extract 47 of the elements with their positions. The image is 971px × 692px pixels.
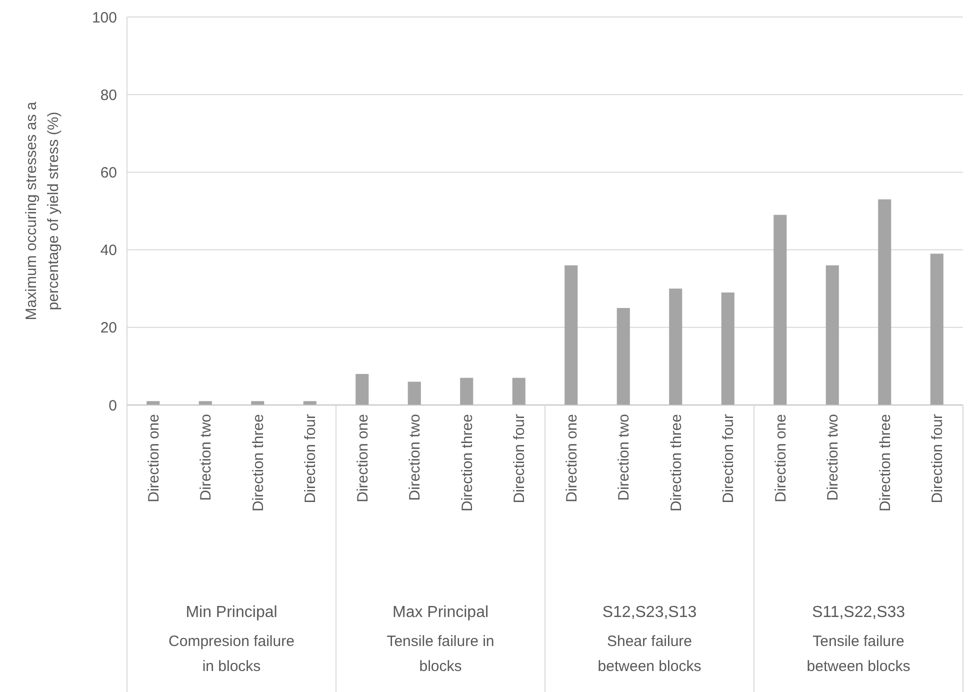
x-tick-label: Direction two — [198, 414, 215, 501]
text: S12,S23,S13 — [602, 604, 697, 621]
bar — [930, 254, 944, 405]
x-tick-label: Direction three — [876, 414, 894, 512]
bar — [356, 374, 369, 405]
x-tick-label: Direction one — [354, 414, 372, 502]
y-tick-label: 100 — [92, 9, 117, 26]
x-tick-label: Direction three — [458, 414, 476, 512]
y-tick-label: 80 — [100, 86, 117, 104]
bar — [721, 292, 734, 405]
x-tick-label: Direction four — [302, 414, 320, 504]
text: S11,S22,S33 — [812, 604, 906, 621]
y-tick-label: 40 — [100, 242, 117, 260]
bar — [408, 382, 421, 405]
x-tick-label: Direction two — [616, 414, 633, 501]
bar — [303, 401, 316, 405]
bar — [146, 401, 160, 405]
x-tick-label: Direction two — [406, 414, 424, 501]
bar — [616, 308, 630, 405]
bar — [826, 265, 839, 405]
y-axis-title: Maximum occuring stresses as a percentage of yield stress (%) — [23, 101, 62, 320]
y-tick-label: 60 — [100, 164, 117, 182]
x-tick-label: Direction one — [145, 414, 162, 502]
y-tick-label: 20 — [100, 320, 117, 337]
x-tick-label: Direction two — [824, 414, 842, 501]
bar — [512, 378, 526, 405]
text: Tensile failure in blocks — [386, 633, 494, 675]
text: Max Principal — [392, 604, 489, 621]
bar — [774, 214, 787, 405]
text: Shear failure between blocks — [598, 633, 702, 675]
x-tick-label: Direction one — [563, 414, 580, 502]
bar — [669, 288, 682, 405]
text: Compresion failure in blocks — [168, 633, 294, 675]
x-tick-label: Direction three — [250, 414, 267, 512]
bar — [251, 401, 264, 405]
x-tick-label: Direction three — [668, 414, 685, 512]
x-tick-label: Direction four — [929, 414, 946, 504]
bar — [878, 199, 892, 405]
text: Tensile failure between blocks — [806, 633, 910, 675]
bar — [198, 401, 212, 405]
x-tick-label: Direction four — [511, 414, 528, 504]
bar — [460, 378, 474, 405]
text: Min Principal — [186, 604, 278, 621]
x-tick-label: Direction one — [772, 414, 790, 502]
x-tick-label: Direction four — [720, 414, 738, 504]
bar — [564, 265, 578, 405]
y-tick-label: 0 — [108, 397, 117, 414]
